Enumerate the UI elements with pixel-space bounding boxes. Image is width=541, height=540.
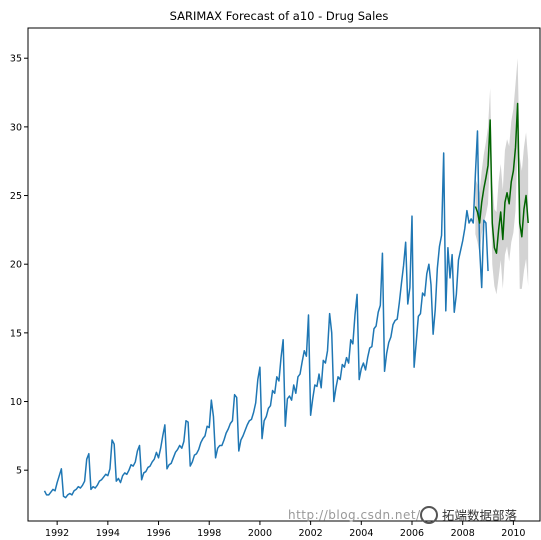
x-tick-label: 2004: [349, 528, 373, 539]
confidence-band: [475, 58, 529, 295]
observed-series-line: [43, 130, 489, 499]
plot-frame: [27, 27, 541, 522]
chart-title: SARIMAX Forecast of a10 - Drug Sales: [170, 9, 389, 23]
y-tick-label: 30: [10, 122, 22, 133]
watermark-brand: 拓端数据部落: [420, 505, 517, 524]
x-axis: 1992 1994 1996 1998 2000 2002 2004 2006 2008 2010: [45, 521, 525, 539]
y-axis: 5 10 15 20 25 30 35: [10, 54, 28, 477]
y-tick-label: 20: [10, 260, 22, 271]
x-tick-label: 1994: [96, 528, 120, 539]
x-tick-label: 1996: [146, 528, 170, 539]
x-tick-label: 2000: [248, 528, 272, 539]
x-tick-label: 2002: [299, 528, 323, 539]
y-tick-label: 15: [10, 328, 22, 339]
y-tick-label: 25: [10, 191, 22, 202]
y-tick-label: 35: [10, 54, 22, 65]
x-tick-label: 1998: [197, 528, 221, 539]
x-tick-label: 2008: [451, 528, 475, 539]
watermark-brand-text: 拓端数据部落: [442, 508, 518, 523]
watermark-url: http://blog.csdn.net/: [288, 508, 421, 522]
plot-area: [27, 27, 541, 522]
forecast-series-line: [474, 102, 529, 254]
x-tick-label: 1992: [45, 528, 69, 539]
wechat-logo-icon: [420, 505, 438, 524]
x-tick-label: 2010: [501, 528, 525, 539]
y-tick-label: 10: [10, 397, 22, 408]
y-tick-label: 5: [16, 466, 22, 477]
x-tick-label: 2006: [400, 528, 424, 539]
